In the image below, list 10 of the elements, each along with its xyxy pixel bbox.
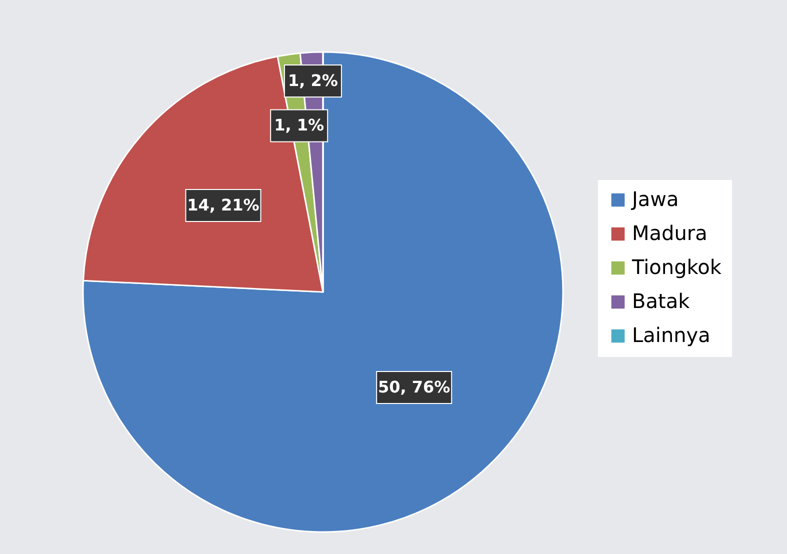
data-label: 50, 76% [378, 378, 450, 397]
data-label: 1, 1% [274, 116, 324, 135]
data-label: 1, 2% [288, 71, 338, 90]
pie-slice [82, 51, 564, 532]
legend-label: Batak [632, 289, 690, 313]
legend-label: Madura [632, 221, 708, 245]
legend-label: Tiongkok [631, 255, 722, 279]
data-label: 14, 21% [187, 196, 260, 215]
legend-label: Jawa [630, 187, 679, 211]
legend-label: Lainnya [632, 323, 710, 347]
